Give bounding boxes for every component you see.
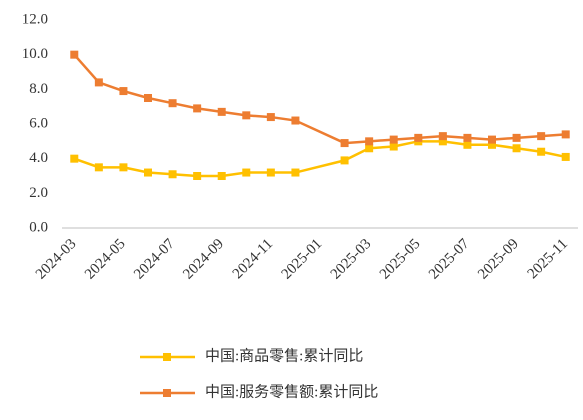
y-tick-label: 8.0 — [29, 81, 48, 97]
point-marker — [561, 152, 570, 161]
point-marker — [463, 133, 472, 142]
point-marker — [340, 156, 349, 165]
point-marker — [438, 137, 447, 146]
point-marker — [291, 168, 300, 177]
point-marker — [414, 133, 423, 142]
point-marker — [365, 137, 374, 146]
series-line — [73, 140, 566, 178]
point-marker — [537, 147, 546, 156]
point-marker — [488, 135, 496, 144]
point-marker — [94, 163, 103, 172]
x-tick-label: 2025-01 — [279, 236, 326, 283]
legend-label: 中国:商品零售:累计同比 — [205, 347, 363, 364]
point-marker — [144, 168, 152, 177]
point-marker — [537, 132, 546, 141]
point-marker — [94, 78, 103, 87]
point-marker — [266, 168, 275, 177]
point-marker — [291, 116, 300, 125]
point-marker — [168, 170, 177, 179]
point-marker — [193, 172, 202, 180]
point-marker — [144, 94, 152, 102]
x-tick-label: 2025-11 — [525, 236, 571, 282]
point-marker — [389, 142, 398, 151]
y-tick-label: 12.0 — [22, 11, 48, 27]
y-tick-label: 0.0 — [29, 219, 48, 235]
point-marker — [168, 99, 177, 108]
x-tick-label: 2025-09 — [475, 236, 522, 283]
point-marker — [217, 172, 226, 180]
legend-label: 中国:服务零售额:累计同比 — [205, 383, 378, 400]
point-marker — [512, 133, 521, 142]
x-tick-label: 2025-05 — [377, 236, 424, 283]
y-tick-label: 4.0 — [29, 150, 48, 166]
point-marker — [70, 50, 79, 59]
x-tick-label: 2024-07 — [131, 236, 178, 283]
point-marker — [340, 139, 349, 148]
point-marker — [242, 111, 251, 120]
series-line — [73, 53, 566, 145]
point-marker — [119, 87, 128, 96]
point-marker — [488, 140, 496, 149]
point-marker — [217, 107, 226, 116]
point-marker — [438, 132, 447, 141]
x-tick-label: 2025-07 — [426, 236, 473, 283]
legend-marker — [163, 353, 171, 361]
y-tick-label: 2.0 — [29, 185, 48, 201]
point-marker — [512, 144, 521, 153]
point-marker — [119, 163, 128, 172]
point-marker — [389, 135, 398, 144]
point-marker — [561, 130, 570, 139]
x-tick-label: 2025-03 — [328, 236, 375, 283]
x-tick-label: 2024-05 — [82, 236, 129, 283]
x-tick-label: 2024-03 — [33, 236, 80, 283]
y-tick-label: 10.0 — [22, 46, 48, 62]
y-tick-label: 6.0 — [29, 115, 48, 131]
point-marker — [70, 154, 79, 163]
point-marker — [266, 113, 275, 122]
legend-marker — [163, 389, 171, 397]
x-tick-label: 2024-11 — [230, 236, 276, 282]
x-tick-label: 2024-09 — [180, 236, 227, 283]
point-marker — [463, 140, 472, 149]
point-marker — [242, 168, 251, 177]
point-marker — [193, 104, 202, 113]
point-marker — [365, 144, 374, 153]
